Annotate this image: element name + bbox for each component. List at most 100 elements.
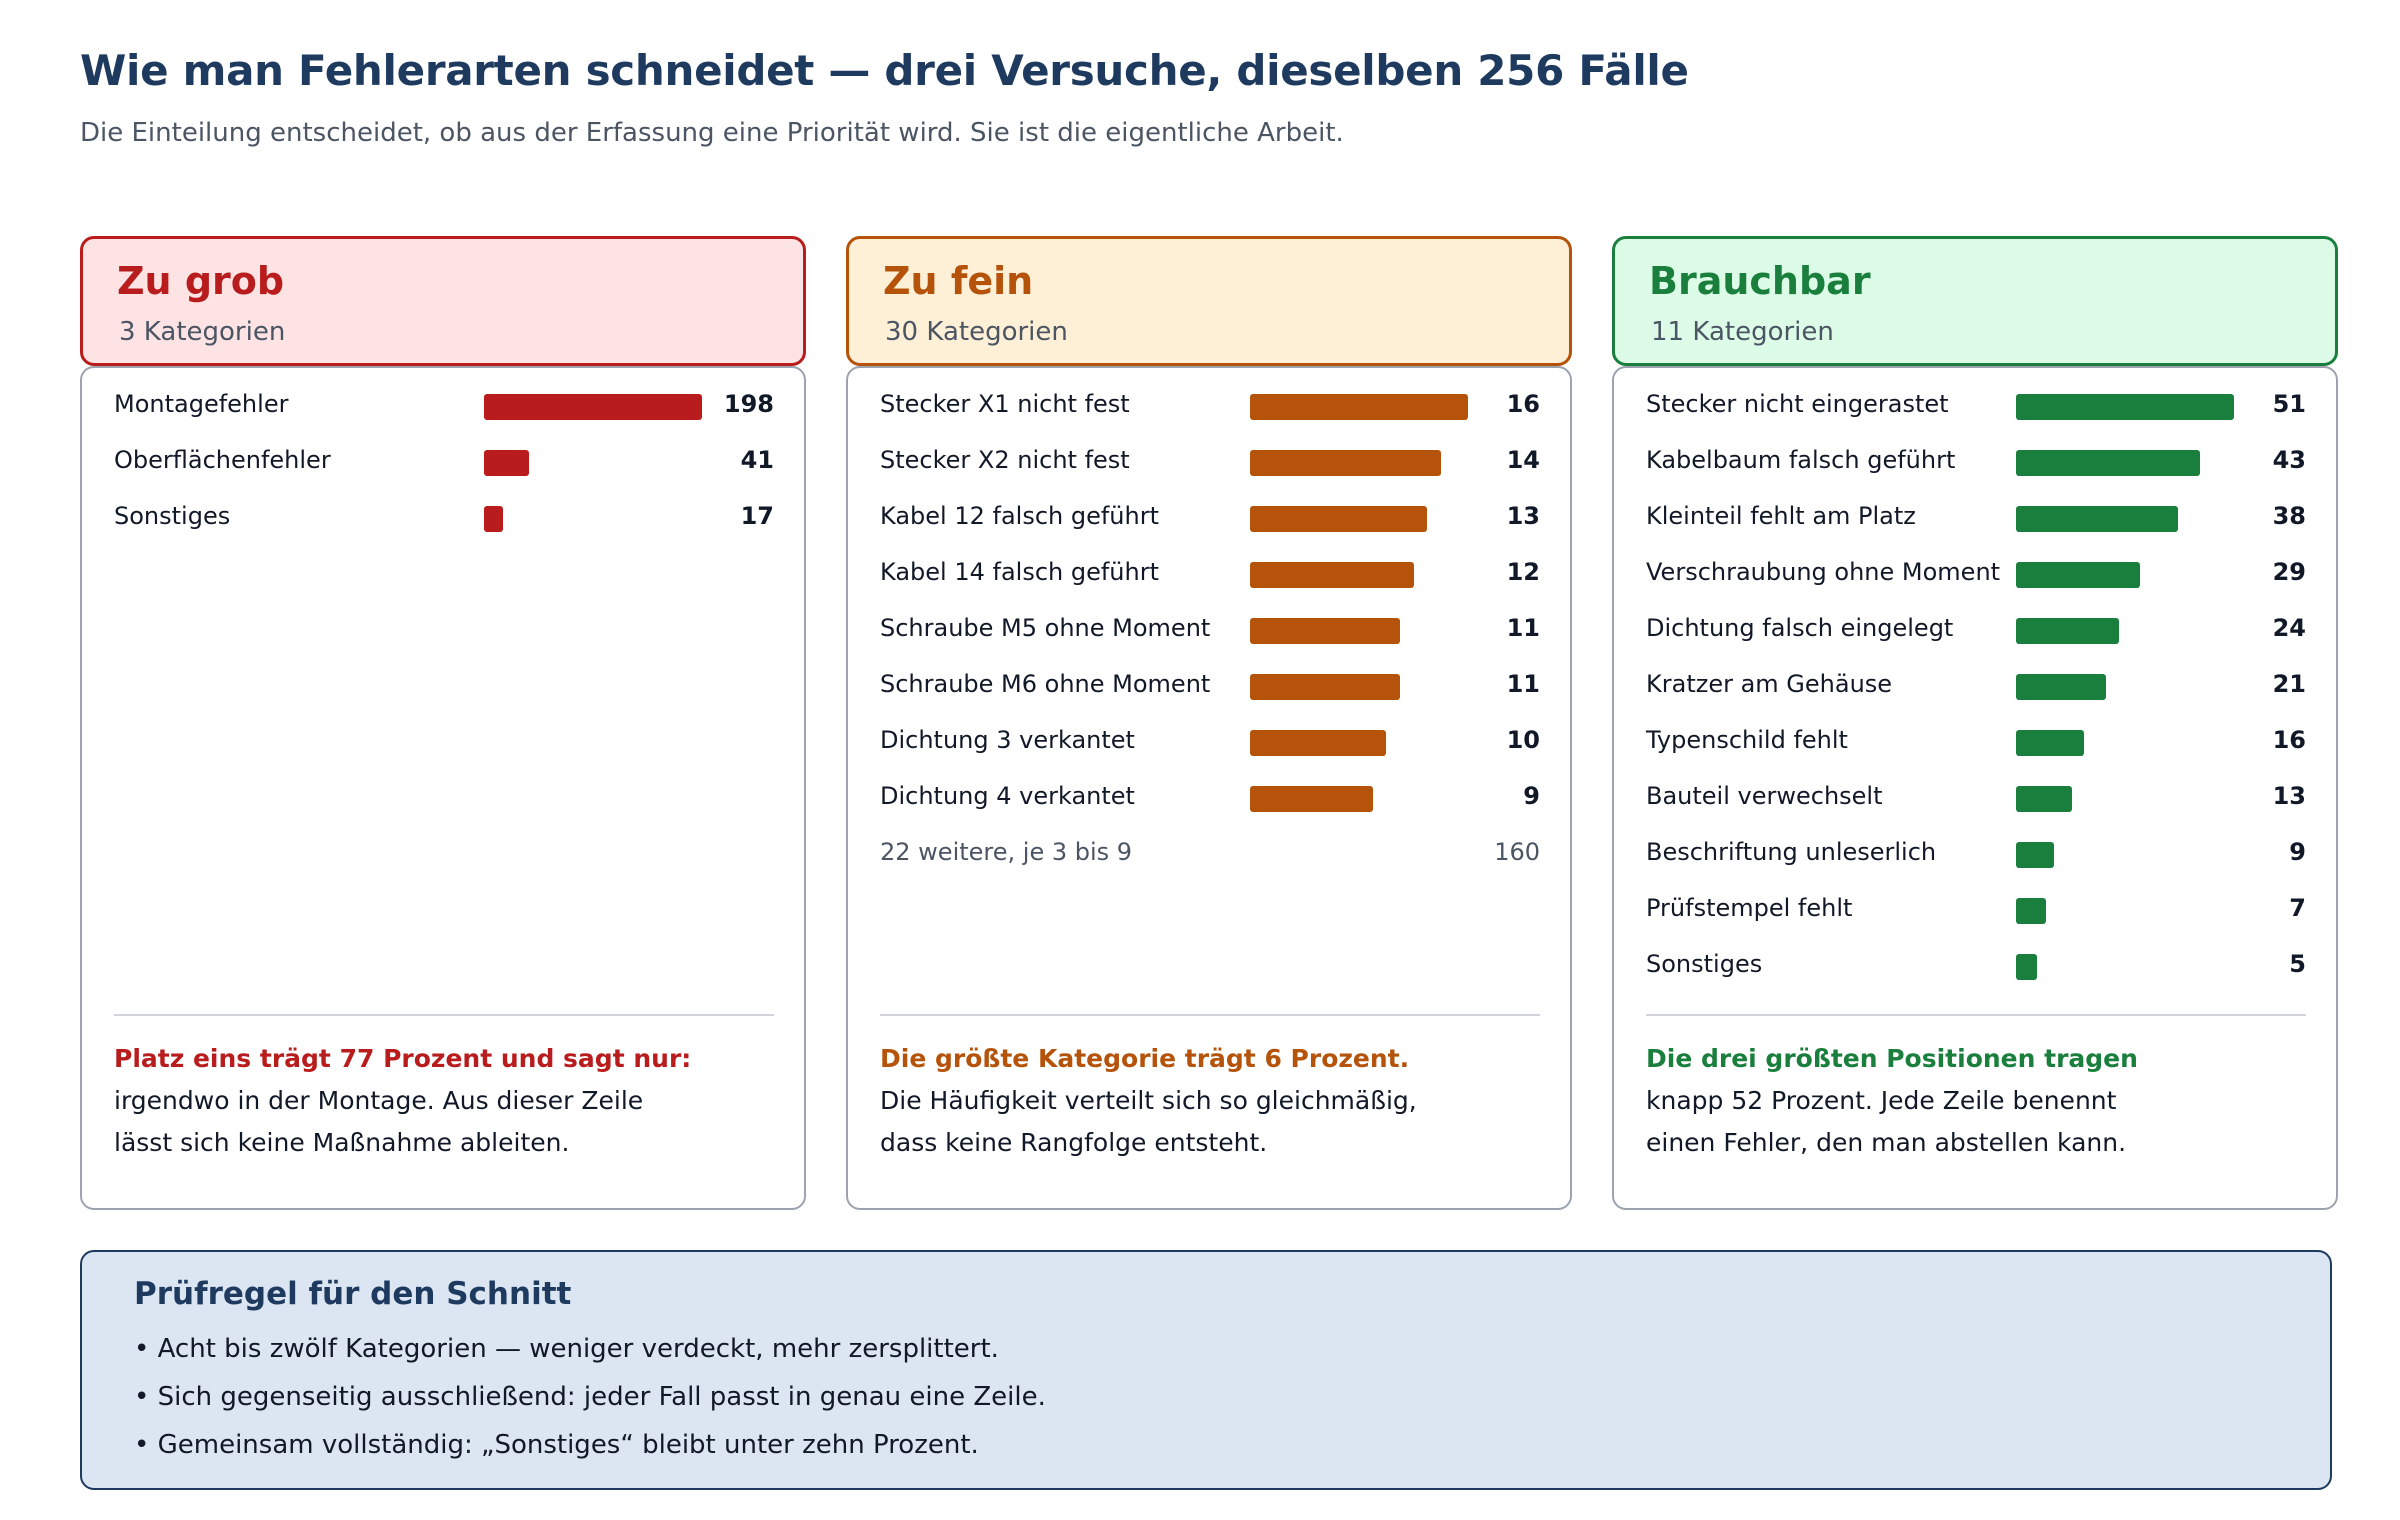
bar (2016, 562, 2140, 588)
panel-note-line: einen Fehler, den man abstellen kann. (1646, 1128, 2127, 1157)
panel-body: Stecker nicht eingerastet 51 Kabelbaum fal… (1612, 366, 2338, 1210)
panel-category-count: 11 Kategorien (1651, 317, 1834, 347)
panel-note-line: lässt sich keine Maßnahme ableiten. (114, 1128, 570, 1157)
bar (1250, 786, 1373, 812)
panel-category-count: 3 Kategorien (119, 317, 286, 347)
bar-value: 13 (1506, 502, 1540, 530)
bar-value: 16 (1506, 390, 1540, 418)
panel-note-lead: Die drei größten Positionen tragen (1646, 1044, 2138, 1073)
bar-label: Sonstiges (1646, 950, 1763, 978)
page-title: Wie man Fehlerarten schneidet — drei Ver… (80, 46, 1689, 95)
divider (114, 1014, 774, 1016)
bar (2016, 450, 2200, 476)
bar-value: 12 (1506, 558, 1540, 586)
bar-value: 17 (740, 502, 774, 530)
panel-note-line: irgendwo in der Montage. Aus dieser Zeil… (114, 1086, 644, 1115)
panel-usable: Brauchbar 11 Kategorien Stecker nicht ei… (1612, 236, 2338, 1210)
bar-value: 21 (2272, 670, 2306, 698)
bar-label: Stecker nicht eingerastet (1646, 390, 1949, 418)
panel-body: Montagefehler 198 Oberflächenfehler 41 Sonst… (80, 366, 806, 1210)
rule-item: • Sich gegenseitig ausschließend: jeder … (134, 1382, 1046, 1412)
bar-row: Kleinteil fehlt am Platz 38 (1646, 490, 2306, 546)
bar (1250, 506, 1427, 532)
panel-body: Stecker X1 nicht fest 16 Stecker X2 nicht … (846, 366, 1572, 1210)
bar-value: 14 (1506, 446, 1540, 474)
bar-row: Dichtung falsch eingelegt 24 (1646, 602, 2306, 658)
bar-label: Bauteil verwechselt (1646, 782, 1883, 810)
bar (1250, 674, 1400, 700)
bar-label: Stecker X2 nicht fest (880, 446, 1130, 474)
summary-value: 160 (1494, 838, 1540, 866)
summary-label: 22 weitere, je 3 bis 9 (880, 838, 1133, 866)
bar-label: Kabel 12 falsch geführt (880, 502, 1159, 530)
bar-row: Dichtung 3 verkantet 10 (880, 714, 1540, 770)
bar (1250, 394, 1468, 420)
summary-row: 22 weitere, je 3 bis 9 160 (880, 826, 1540, 882)
bar (484, 506, 503, 532)
bar-row: Oberflächenfehler 41 (114, 434, 774, 490)
bar (1250, 730, 1386, 756)
divider (880, 1014, 1540, 1016)
bar-label: Prüfstempel fehlt (1646, 894, 1853, 922)
bar (2016, 954, 2037, 980)
panel-note-line: Die Häufigkeit verteilt sich so gleichmä… (880, 1086, 1417, 1115)
bar-row: Prüfstempel fehlt 7 (1646, 882, 2306, 938)
bar-label: Verschraubung ohne Moment (1646, 558, 2001, 586)
bar-row: Kabelbaum falsch geführt 43 (1646, 434, 2306, 490)
panel-note-lead: Platz eins trägt 77 Prozent und sagt nur… (114, 1044, 692, 1073)
bar-label: Kabel 14 falsch geführt (880, 558, 1159, 586)
bar-row: Montagefehler 198 (114, 378, 774, 434)
panel-note-lead: Die größte Kategorie trägt 6 Prozent. (880, 1044, 1410, 1073)
bar-row: Schraube M6 ohne Moment 11 (880, 658, 1540, 714)
bar-row: Sonstiges 5 (1646, 938, 2306, 994)
panel-note-line: knapp 52 Prozent. Jede Zeile benennt (1646, 1086, 2117, 1115)
bar-label: Dichtung 4 verkantet (880, 782, 1135, 810)
bar-value: 24 (2272, 614, 2306, 642)
bar-row: Beschriftung unleserlich 9 (1646, 826, 2306, 882)
bar-label: Kabelbaum falsch geführt (1646, 446, 1956, 474)
bar (2016, 730, 2084, 756)
bar-value: 11 (1506, 670, 1540, 698)
bar-value: 38 (2272, 502, 2306, 530)
bar-label: Schraube M6 ohne Moment (880, 670, 1211, 698)
bar-row: Stecker nicht eingerastet 51 (1646, 378, 2306, 434)
bar-label: Kleinteil fehlt am Platz (1646, 502, 1916, 530)
page-subtitle: Die Einteilung entscheidet, ob aus der E… (80, 118, 1344, 148)
panel-coarse: Zu grob 3 Kategorien Montagefehler 198 Obe… (80, 236, 806, 1210)
bar-value: 9 (1523, 782, 1540, 810)
bar (484, 450, 529, 476)
panel-header: Zu grob 3 Kategorien (80, 236, 806, 366)
bar (2016, 618, 2119, 644)
bar-value: 5 (2289, 950, 2306, 978)
bar-label: Schraube M5 ohne Moment (880, 614, 1211, 642)
panel-header: Zu fein 30 Kategorien (846, 236, 1572, 366)
bar-value: 13 (2272, 782, 2306, 810)
bar-row: Stecker X2 nicht fest 14 (880, 434, 1540, 490)
bar-row: Typenschild fehlt 16 (1646, 714, 2306, 770)
bar (2016, 842, 2054, 868)
bar-row: Schraube M5 ohne Moment 11 (880, 602, 1540, 658)
panel-header: Brauchbar 11 Kategorien (1612, 236, 2338, 366)
bar-label: Stecker X1 nicht fest (880, 390, 1130, 418)
bar (2016, 674, 2106, 700)
bar-label: Dichtung falsch eingelegt (1646, 614, 1954, 642)
panel-note-line: dass keine Rangfolge entsteht. (880, 1128, 1268, 1157)
bar-value: 16 (2272, 726, 2306, 754)
bar-label: Beschriftung unleserlich (1646, 838, 1937, 866)
bar-label: Montagefehler (114, 390, 289, 418)
bar-row: Bauteil verwechselt 13 (1646, 770, 2306, 826)
rule-box: Prüfregel für den Schnitt • Acht bis zwö… (80, 1250, 2332, 1490)
bar-value: 29 (2272, 558, 2306, 586)
bar-row: Kabel 12 falsch geführt 13 (880, 490, 1540, 546)
bar-row: Sonstiges 17 (114, 490, 774, 546)
bar (1250, 618, 1400, 644)
panel-category-count: 30 Kategorien (885, 317, 1068, 347)
bar-label: Dichtung 3 verkantet (880, 726, 1135, 754)
bar (2016, 506, 2178, 532)
bar-row: Stecker X1 nicht fest 16 (880, 378, 1540, 434)
bar-row: Dichtung 4 verkantet 9 (880, 770, 1540, 826)
bar (1250, 562, 1414, 588)
bar-value: 10 (1506, 726, 1540, 754)
divider (1646, 1014, 2306, 1016)
bar-label: Oberflächenfehler (114, 446, 331, 474)
